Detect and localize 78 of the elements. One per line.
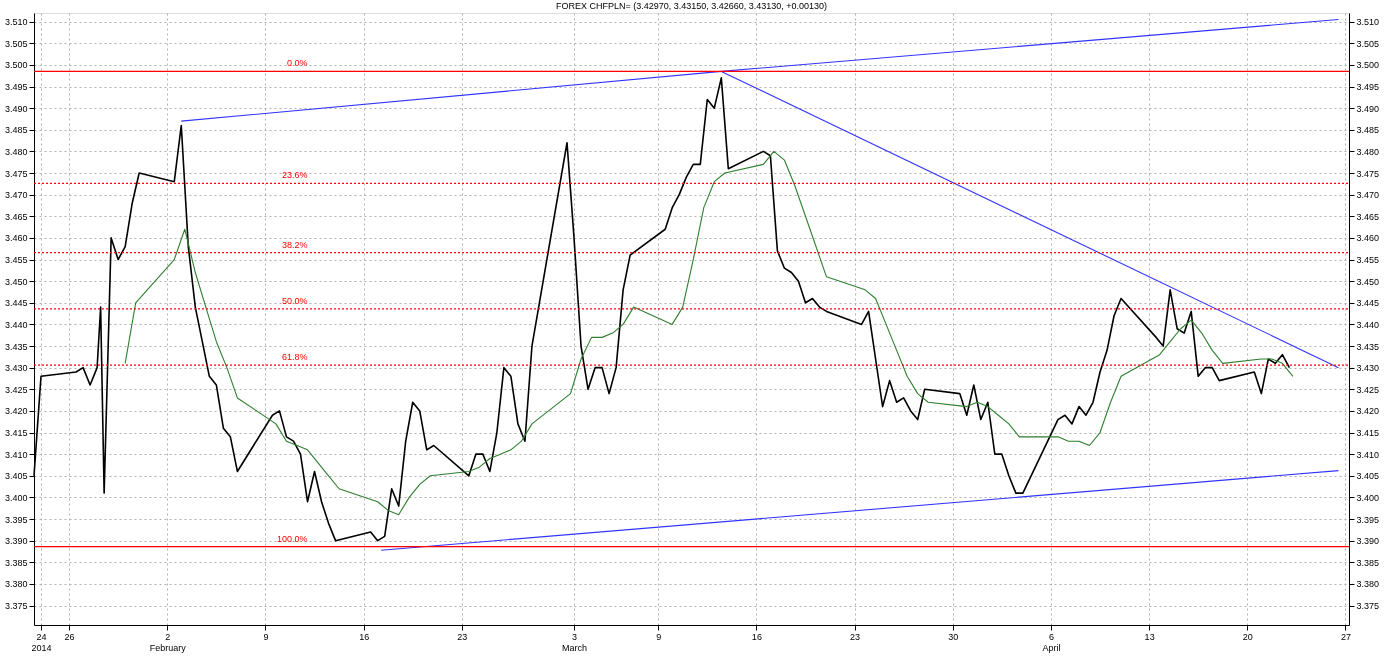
x-tick-label: 16 bbox=[359, 631, 370, 642]
y2-tick-label: 3.495 bbox=[1356, 82, 1380, 93]
y-tick-label: 3.390 bbox=[4, 536, 28, 547]
y2-tick-label: 3.375 bbox=[1356, 601, 1380, 612]
y-tick-label: 3.480 bbox=[4, 146, 28, 157]
y2-tick-label: 3.430 bbox=[1356, 363, 1380, 374]
y2-tick-label: 3.410 bbox=[1356, 449, 1380, 460]
x-tick-label: 24 2014 bbox=[31, 631, 52, 653]
x-tick-label: 26 bbox=[64, 631, 75, 642]
y-tick-label: 3.440 bbox=[4, 319, 28, 330]
y2-tick-label: 3.390 bbox=[1356, 536, 1380, 547]
chart-title: FOREX CHFPLN= (3.42970, 3.43150, 3.42660, 3.43130, +0.00130) bbox=[555, 1, 828, 11]
annotation: 100.0% bbox=[276, 533, 308, 544]
y-tick-label: 3.470 bbox=[4, 190, 28, 201]
y2-tick-label: 3.380 bbox=[1356, 579, 1380, 590]
y-tick-label: 3.400 bbox=[4, 492, 28, 503]
y-tick-label: 3.430 bbox=[4, 363, 28, 374]
annotation: 50.0% bbox=[281, 295, 308, 306]
y2-tick-label: 3.455 bbox=[1356, 255, 1380, 266]
x-tick-label: 23 bbox=[850, 631, 861, 642]
y2-tick-label: 3.425 bbox=[1356, 384, 1380, 395]
y-tick-label: 3.450 bbox=[4, 276, 28, 287]
x-tick-label: 6 April bbox=[1042, 631, 1061, 653]
annotation: 61.8% bbox=[281, 352, 308, 363]
x-tick-label: 13 bbox=[1144, 631, 1155, 642]
y-tick-label: 3.380 bbox=[4, 579, 28, 590]
y2-tick-label: 3.420 bbox=[1356, 406, 1380, 417]
y2-tick-label: 3.415 bbox=[1356, 428, 1380, 439]
y2-tick-label: 3.450 bbox=[1356, 276, 1380, 287]
y2-tick-label: 3.475 bbox=[1356, 168, 1380, 179]
y-tick-label: 3.420 bbox=[4, 406, 28, 417]
y2-tick-label: 3.490 bbox=[1356, 103, 1380, 114]
y-tick-label: 3.435 bbox=[4, 341, 28, 352]
y-tick-label: 3.475 bbox=[4, 168, 28, 179]
x-tick-label: 2 February bbox=[149, 631, 187, 653]
x-tick-label: 27 bbox=[1340, 631, 1351, 642]
y2-tick-label: 3.470 bbox=[1356, 190, 1380, 201]
y2-tick-label: 3.400 bbox=[1356, 492, 1380, 503]
y2-tick-label: 3.465 bbox=[1356, 211, 1380, 222]
y-tick-label: 3.500 bbox=[4, 60, 28, 71]
x-tick-label: 20 bbox=[1242, 631, 1253, 642]
y-tick-label: 3.485 bbox=[4, 125, 28, 136]
y-tick-label: 3.465 bbox=[4, 211, 28, 222]
y2-tick-label: 3.510 bbox=[1356, 17, 1380, 28]
annotation: 38.2% bbox=[281, 239, 308, 250]
x-tick-label: 3 March bbox=[562, 631, 588, 653]
y-tick-label: 3.375 bbox=[4, 601, 28, 612]
y-tick-label: 3.455 bbox=[4, 255, 28, 266]
y2-tick-label: 3.435 bbox=[1356, 341, 1380, 352]
x-tick-label: 23 bbox=[457, 631, 468, 642]
y2-tick-label: 3.505 bbox=[1356, 38, 1380, 49]
y-tick-label: 3.460 bbox=[4, 233, 28, 244]
x-tick-label: 9 bbox=[263, 631, 269, 642]
y-tick-label: 3.495 bbox=[4, 82, 28, 93]
annotation: 23.6% bbox=[281, 170, 308, 181]
y2-tick-label: 3.480 bbox=[1356, 146, 1380, 157]
y2-tick-label: 3.500 bbox=[1356, 60, 1380, 71]
y-tick-label: 3.490 bbox=[4, 103, 28, 114]
x-tick-label: 16 bbox=[751, 631, 762, 642]
x-tick-label: 9 bbox=[656, 631, 662, 642]
y-tick-label: 3.425 bbox=[4, 384, 28, 395]
y-tick-label: 3.415 bbox=[4, 428, 28, 439]
y2-tick-label: 3.440 bbox=[1356, 319, 1380, 330]
y-tick-label: 3.505 bbox=[4, 38, 28, 49]
y-tick-label: 3.405 bbox=[4, 471, 28, 482]
y-tick-label: 3.395 bbox=[4, 514, 28, 525]
y-tick-label: 3.385 bbox=[4, 557, 28, 568]
x-tick-label: 30 bbox=[948, 631, 959, 642]
y2-tick-label: 3.460 bbox=[1356, 233, 1380, 244]
annotation: 0.0% bbox=[287, 58, 308, 69]
y2-tick-label: 3.445 bbox=[1356, 298, 1380, 309]
y-tick-label: 3.445 bbox=[4, 298, 28, 309]
y2-tick-label: 3.485 bbox=[1356, 125, 1380, 136]
y2-tick-label: 3.405 bbox=[1356, 471, 1380, 482]
y2-tick-label: 3.385 bbox=[1356, 557, 1380, 568]
y2-tick-label: 3.395 bbox=[1356, 514, 1380, 525]
y-tick-label: 3.410 bbox=[4, 449, 28, 460]
y-tick-label: 3.510 bbox=[4, 17, 28, 28]
